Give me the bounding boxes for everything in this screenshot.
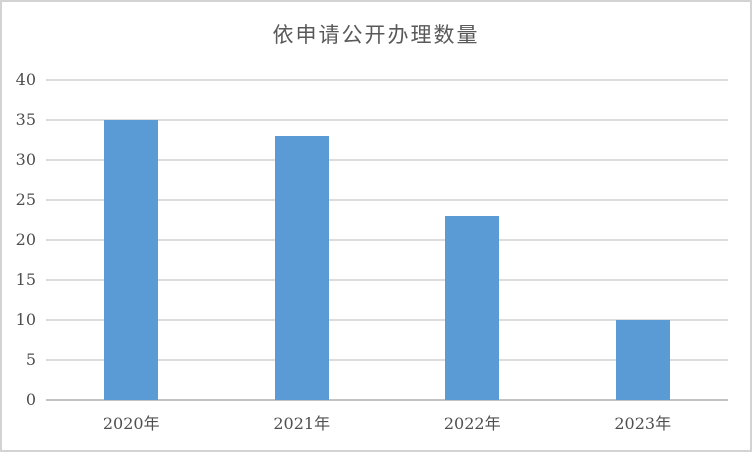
bar — [445, 216, 500, 400]
gridline — [46, 199, 728, 201]
plot-area: 0 5 10 15 20 25 30 35 40 2020年 2021年 2022年 2023年 — [16, 70, 728, 433]
gridline — [46, 159, 728, 161]
y-tick-label: 20 — [15, 230, 36, 249]
gridline — [46, 119, 728, 121]
y-tick-label: 25 — [15, 190, 36, 209]
gridline — [46, 239, 728, 241]
y-tick-label: 15 — [15, 270, 36, 289]
bar — [274, 136, 329, 400]
x-tick-label: 2022年 — [443, 414, 501, 433]
gridline — [46, 79, 728, 81]
gridline — [46, 279, 728, 281]
y-tick-label: 30 — [15, 150, 36, 169]
bar — [104, 120, 159, 400]
gridline — [46, 359, 728, 361]
y-tick-label: 35 — [15, 110, 36, 129]
y-tick-label: 10 — [15, 310, 36, 329]
y-tick-label: 5 — [25, 350, 36, 369]
x-tick-label: 2023年 — [614, 414, 672, 433]
x-tick-label: 2021年 — [273, 414, 331, 433]
gridline — [46, 319, 728, 321]
x-tick-label: 2020年 — [102, 414, 160, 433]
y-tick-label: 0 — [25, 390, 36, 409]
chart-title: 依申请公开办理数量 — [272, 23, 480, 47]
x-axis-line — [46, 399, 728, 401]
bar — [615, 320, 670, 400]
y-tick-label: 40 — [15, 70, 36, 89]
